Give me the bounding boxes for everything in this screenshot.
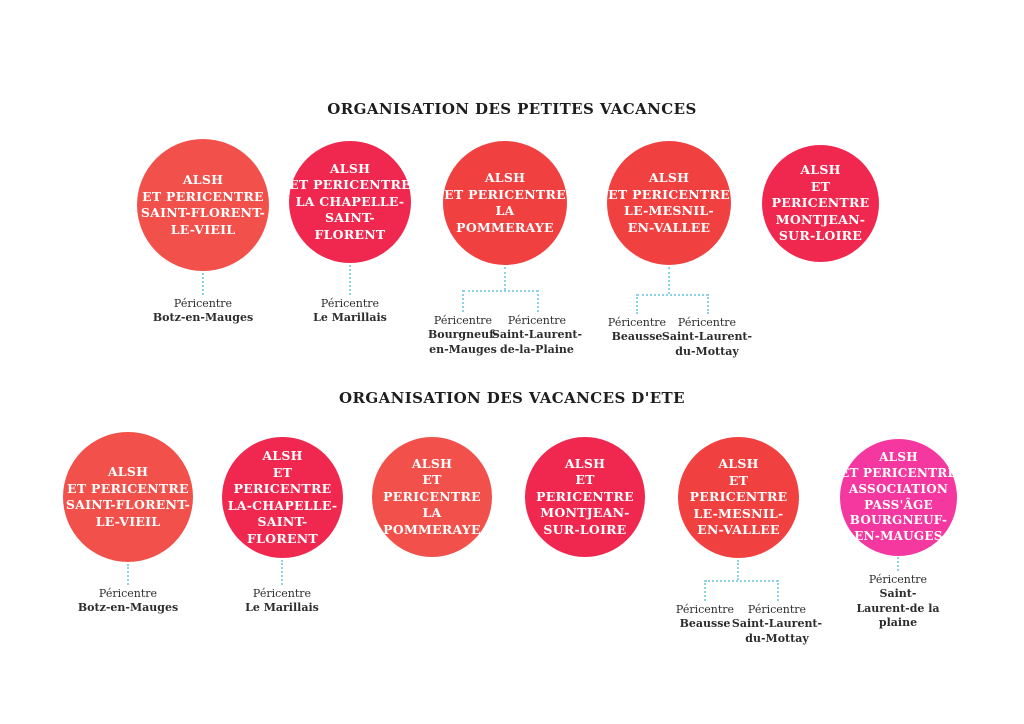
alsh-circle-label: ALSH ET PERICENTRE MONTJEAN- SUR-LOIRE	[536, 455, 634, 537]
alsh-circle-saint-florent-le-vieil-ete: ALSH ET PERICENTRE SAINT-FLORENT- LE-VIE…	[63, 432, 193, 562]
pericentre-name: Beausse	[679, 617, 731, 631]
pericentre-name: Saint- Laurent-de la plaine	[856, 587, 940, 629]
connector-line	[637, 294, 708, 296]
pericentre-prefix: Péricentre	[173, 297, 233, 310]
alsh-circle-label: ALSH ET PERICENTRE LA POMMERAYE	[383, 455, 481, 537]
connector-line	[537, 290, 539, 312]
pericentre-prefix: Péricentre	[868, 573, 928, 586]
alsh-circle-montjean-sur-loire-pv: ALSH ET PERICENTRE MONTJEAN- SUR-LOIRE	[762, 145, 879, 262]
pericentre-name: Le Marillais	[313, 311, 387, 325]
pericentre-label-saint-laurent-du-mottay-pv: Péricentre Saint-Laurent- du-Mottay	[657, 316, 757, 359]
connector-line	[636, 294, 638, 314]
alsh-circle-label: ALSH ET PERICENTRE LE-MESNIL- EN-VALLEE	[689, 456, 788, 538]
alsh-circle-label: ALSH ET PERICENTRE LA CHAPELLE- SAINT- F…	[289, 160, 411, 242]
pericentre-prefix: Péricentre	[433, 314, 493, 327]
alsh-circle-label: ALSH ET PERICENTRE ASSOCIATION PASS'ÂGE …	[840, 450, 957, 544]
connector-line	[462, 290, 464, 312]
pericentre-label-saint-laurent-du-mottay-ete: Péricentre Saint-Laurent- du-Mottay	[727, 603, 827, 646]
connector-line	[349, 265, 351, 295]
pericentre-label-saint-laurent-de-la-plaine-pv: Péricentre Saint-Laurent- de-la-Plaine	[490, 314, 584, 357]
pericentre-label-le-marillais-pv: Péricentre Le Marillais	[290, 297, 410, 326]
alsh-circle-label: ALSH ET PERICENTRE SAINT-FLORENT- LE-VIE…	[65, 464, 191, 529]
alsh-circle-la-pommeraye-ete: ALSH ET PERICENTRE LA POMMERAYE	[372, 437, 492, 557]
alsh-circle-le-mesnil-en-vallee-pv: ALSH ET PERICENTRE LE-MESNIL- EN-VALLEE	[607, 141, 731, 265]
pericentre-prefix: Péricentre	[675, 603, 735, 616]
connector-line	[897, 557, 899, 571]
pericentre-name: Botz-en-Mauges	[152, 311, 254, 325]
pericentre-name: Saint-Laurent- du-Mottay	[661, 330, 753, 358]
pericentre-name: Botz-en-Mauges	[77, 601, 179, 615]
alsh-circle-la-chapelle-saint-florent-ete: ALSH ET PERICENTRE LA-CHAPELLE- SAINT- F…	[222, 437, 343, 558]
connector-line	[707, 294, 709, 314]
pericentre-label-botz-en-mauges-ete: Péricentre Botz-en-Mauges	[68, 587, 188, 616]
connector-line	[705, 580, 778, 582]
alsh-circle-la-pommeraye-pv: ALSH ET PERICENTRE LA POMMERAYE	[443, 141, 567, 265]
pericentre-name: Bourgneuf- en-Mauges	[427, 328, 499, 356]
alsh-circle-label: ALSH ET PERICENTRE LE-MESNIL- EN-VALLEE	[608, 170, 730, 235]
section-title-petites-vacances: ORGANISATION DES PETITES VACANCES	[327, 100, 697, 118]
connector-line	[777, 580, 779, 601]
alsh-circle-saint-florent-le-vieil-pv: ALSH ET PERICENTRE SAINT-FLORENT- LE-VIE…	[137, 139, 269, 271]
pericentre-prefix: Péricentre	[320, 297, 380, 310]
pericentre-name: Beausse	[611, 330, 663, 344]
pericentre-name: Le Marillais	[245, 601, 319, 615]
connector-line	[127, 564, 129, 585]
alsh-circle-label: ALSH ET PERICENTRE LA POMMERAYE	[444, 170, 566, 235]
pericentre-prefix: Péricentre	[507, 314, 567, 327]
connector-line	[504, 267, 506, 290]
pericentre-label-beausse-ete: Péricentre Beausse	[667, 603, 743, 632]
alsh-circle-label: ALSH ET PERICENTRE LA-CHAPELLE- SAINT- F…	[227, 448, 338, 546]
alsh-circle-label: ALSH ET PERICENTRE SAINT-FLORENT- LE-VIE…	[140, 172, 266, 237]
connector-line	[202, 273, 204, 295]
pericentre-prefix: Péricentre	[98, 587, 158, 600]
pericentre-prefix: Péricentre	[607, 316, 667, 329]
pericentre-name: Saint-Laurent- de-la-Plaine	[491, 328, 583, 356]
alsh-circle-montjean-sur-loire-ete: ALSH ET PERICENTRE MONTJEAN- SUR-LOIRE	[525, 437, 645, 557]
connector-line	[668, 267, 670, 294]
connector-line	[463, 290, 538, 292]
section-title-vacances-ete: ORGANISATION DES VACANCES D'ETE	[339, 389, 685, 407]
connector-line	[737, 560, 739, 580]
alsh-circle-association-passage-bourgneuf-ete: ALSH ET PERICENTRE ASSOCIATION PASS'ÂGE …	[840, 439, 957, 556]
pericentre-label-bourgneuf-en-mauges-pv: Péricentre Bourgneuf- en-Mauges	[418, 314, 508, 357]
pericentre-label-le-marillais-ete: Péricentre Le Marillais	[222, 587, 342, 616]
connector-line	[704, 580, 706, 601]
pericentre-label-botz-en-mauges-pv: Péricentre Botz-en-Mauges	[143, 297, 263, 326]
alsh-circle-le-mesnil-en-vallee-ete: ALSH ET PERICENTRE LE-MESNIL- EN-VALLEE	[678, 437, 799, 558]
pericentre-prefix: Péricentre	[252, 587, 312, 600]
pericentre-label-saint-laurent-de-la-plaine-ete: Péricentre Saint- Laurent-de la plaine	[843, 573, 953, 630]
pericentre-name: Saint-Laurent- du-Mottay	[731, 617, 823, 645]
pericentre-prefix: Péricentre	[677, 316, 737, 329]
pericentre-prefix: Péricentre	[747, 603, 807, 616]
alsh-circle-la-chapelle-saint-florent-pv: ALSH ET PERICENTRE LA CHAPELLE- SAINT- F…	[289, 141, 411, 263]
pericentre-label-beausse-pv: Péricentre Beausse	[599, 316, 675, 345]
connector-line	[281, 560, 283, 585]
alsh-circle-label: ALSH ET PERICENTRE MONTJEAN- SUR-LOIRE	[771, 162, 870, 244]
